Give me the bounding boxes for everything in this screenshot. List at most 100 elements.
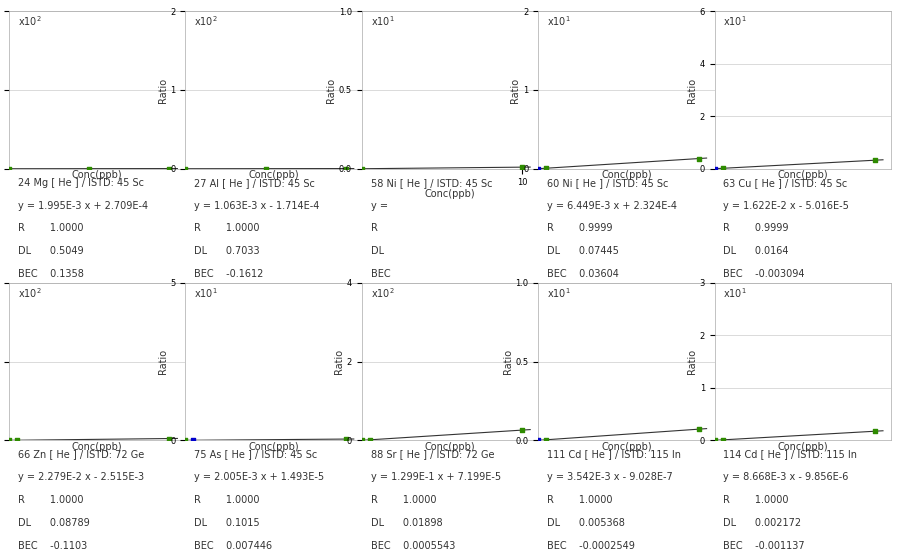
Point (162, 164, 176, 173)
Y-axis label: Ratio: Ratio (502, 349, 513, 374)
Y-axis label: Ratio: Ratio (510, 77, 520, 102)
Text: DL      0.7033: DL 0.7033 (194, 246, 260, 256)
Text: 24 Mg [ He ] / ISTD: 45 Sc: 24 Mg [ He ] / ISTD: 45 Sc (18, 178, 144, 188)
Text: y = 1.063E-3 x - 1.714E-4: y = 1.063E-3 x - 1.714E-4 (194, 200, 320, 211)
Point (716, 164, 730, 173)
Text: x10$^2$: x10$^2$ (18, 15, 41, 28)
Point (258, 164, 273, 173)
Point (2, 164, 16, 173)
Text: R: R (371, 223, 402, 234)
X-axis label: Conc(ppb): Conc(ppb) (425, 442, 475, 452)
Point (363, 435, 377, 444)
Text: 27 Al [ He ] / ISTD: 45 Sc: 27 Al [ He ] / ISTD: 45 Sc (194, 178, 315, 188)
Text: y =: y = (371, 200, 388, 211)
Text: BEC    -0.1612: BEC -0.1612 (194, 269, 264, 279)
Y-axis label: Ratio: Ratio (158, 349, 167, 374)
Y-axis label: Ratio: Ratio (158, 77, 167, 102)
Point (868, 427, 882, 436)
Text: x10$^2$: x10$^2$ (371, 286, 394, 300)
Text: BEC: BEC (371, 269, 402, 279)
Text: x10$^1$: x10$^1$ (371, 15, 394, 28)
Text: x10$^1$: x10$^1$ (547, 15, 571, 28)
Point (707, 164, 722, 173)
Point (691, 424, 706, 433)
Text: x10$^1$: x10$^1$ (194, 286, 218, 300)
Text: y = 1.299E-1 x + 7.199E-5: y = 1.299E-1 x + 7.199E-5 (371, 472, 500, 482)
Text: x10$^1$: x10$^1$ (724, 15, 747, 28)
Text: R        1.0000: R 1.0000 (18, 223, 84, 234)
Text: DL      0.0164: DL 0.0164 (724, 246, 789, 256)
Text: y = 6.449E-3 x + 2.324E-4: y = 6.449E-3 x + 2.324E-4 (547, 200, 677, 211)
X-axis label: Conc(ppb): Conc(ppb) (601, 442, 652, 452)
Point (515, 426, 529, 435)
Point (539, 435, 554, 444)
Point (531, 164, 545, 173)
Text: x10$^2$: x10$^2$ (18, 286, 41, 300)
Text: BEC    0.03604: BEC 0.03604 (547, 269, 619, 279)
Text: R        0.9999: R 0.9999 (724, 223, 789, 234)
Text: y = 8.668E-3 x - 9.856E-6: y = 8.668E-3 x - 9.856E-6 (724, 472, 849, 482)
Text: R        0.9999: R 0.9999 (547, 223, 613, 234)
X-axis label: Conc(ppb): Conc(ppb) (248, 170, 299, 180)
Point (868, 156, 882, 165)
Point (178, 436, 193, 445)
Text: y = 3.542E-3 x - 9.028E-7: y = 3.542E-3 x - 9.028E-7 (547, 472, 673, 482)
X-axis label: Conc(ppb): Conc(ppb) (72, 442, 122, 452)
Point (162, 434, 176, 443)
Text: 75 As [ He ] / ISTD: 45 Sc: 75 As [ He ] / ISTD: 45 Sc (194, 450, 318, 459)
Point (355, 164, 369, 173)
Point (2, 436, 16, 445)
Point (355, 436, 369, 445)
X-axis label: Conc(ppb): Conc(ppb) (248, 442, 299, 452)
Point (707, 436, 722, 445)
Text: 114 Cd [ He ] / ISTD: 115 In: 114 Cd [ He ] / ISTD: 115 In (724, 450, 858, 459)
Point (10, 436, 24, 445)
Text: R        1.0000: R 1.0000 (371, 495, 436, 505)
Y-axis label: Ratio: Ratio (334, 349, 344, 374)
Y-axis label: Ratio: Ratio (687, 77, 697, 102)
Text: BEC    -0.001137: BEC -0.001137 (724, 541, 805, 550)
Text: DL      0.07445: DL 0.07445 (547, 246, 619, 256)
Text: BEC    -0.003094: BEC -0.003094 (724, 269, 805, 279)
Text: BEC    -0.1103: BEC -0.1103 (18, 541, 87, 550)
Text: y = 2.005E-3 x + 1.493E-5: y = 2.005E-3 x + 1.493E-5 (194, 472, 324, 482)
Point (338, 164, 353, 173)
Text: R        1.0000: R 1.0000 (18, 495, 84, 505)
Text: DL      0.5049: DL 0.5049 (18, 246, 84, 256)
Point (82, 164, 96, 173)
X-axis label: Conc(ppb): Conc(ppb) (425, 189, 475, 199)
Point (338, 435, 353, 444)
X-axis label: Conc(ppb): Conc(ppb) (72, 170, 122, 180)
Point (515, 162, 529, 171)
Text: DL      0.1015: DL 0.1015 (194, 518, 260, 528)
Text: y = 1.995E-3 x + 2.709E-4: y = 1.995E-3 x + 2.709E-4 (18, 200, 148, 211)
Text: DL      0.01898: DL 0.01898 (371, 518, 442, 528)
Point (716, 435, 730, 444)
Point (186, 436, 201, 445)
Text: x10$^2$: x10$^2$ (194, 15, 218, 28)
Point (178, 164, 193, 173)
Text: R        1.0000: R 1.0000 (547, 495, 613, 505)
Text: y = 1.622E-2 x - 5.016E-5: y = 1.622E-2 x - 5.016E-5 (724, 200, 850, 211)
Text: R        1.0000: R 1.0000 (194, 495, 260, 505)
Point (539, 164, 554, 172)
Y-axis label: Ratio: Ratio (687, 349, 697, 374)
X-axis label: Conc(ppb): Conc(ppb) (778, 442, 828, 452)
Text: 111 Cd [ He ] / ISTD: 115 In: 111 Cd [ He ] / ISTD: 115 In (547, 450, 681, 459)
Text: 58 Ni [ He ] / ISTD: 45 Sc: 58 Ni [ He ] / ISTD: 45 Sc (371, 178, 492, 188)
Text: 88 Sr [ He ] / ISTD: 72 Ge: 88 Sr [ He ] / ISTD: 72 Ge (371, 450, 494, 459)
Point (531, 436, 545, 445)
Text: y = 2.279E-2 x - 2.515E-3: y = 2.279E-2 x - 2.515E-3 (18, 472, 144, 482)
Text: x10$^1$: x10$^1$ (724, 286, 747, 300)
Text: R        1.0000: R 1.0000 (724, 495, 789, 505)
Text: R        1.0000: R 1.0000 (194, 223, 260, 234)
Point (691, 154, 706, 163)
Text: 60 Ni [ He ] / ISTD: 45 Sc: 60 Ni [ He ] / ISTD: 45 Sc (547, 178, 669, 188)
Text: x10$^1$: x10$^1$ (547, 286, 571, 300)
Text: DL: DL (371, 246, 402, 256)
Text: BEC    0.0005543: BEC 0.0005543 (371, 541, 455, 550)
Y-axis label: Ratio: Ratio (326, 77, 337, 102)
Text: BEC    0.007446: BEC 0.007446 (194, 541, 273, 550)
Text: BEC    0.1358: BEC 0.1358 (18, 269, 84, 279)
X-axis label: Conc(ppb): Conc(ppb) (778, 170, 828, 180)
